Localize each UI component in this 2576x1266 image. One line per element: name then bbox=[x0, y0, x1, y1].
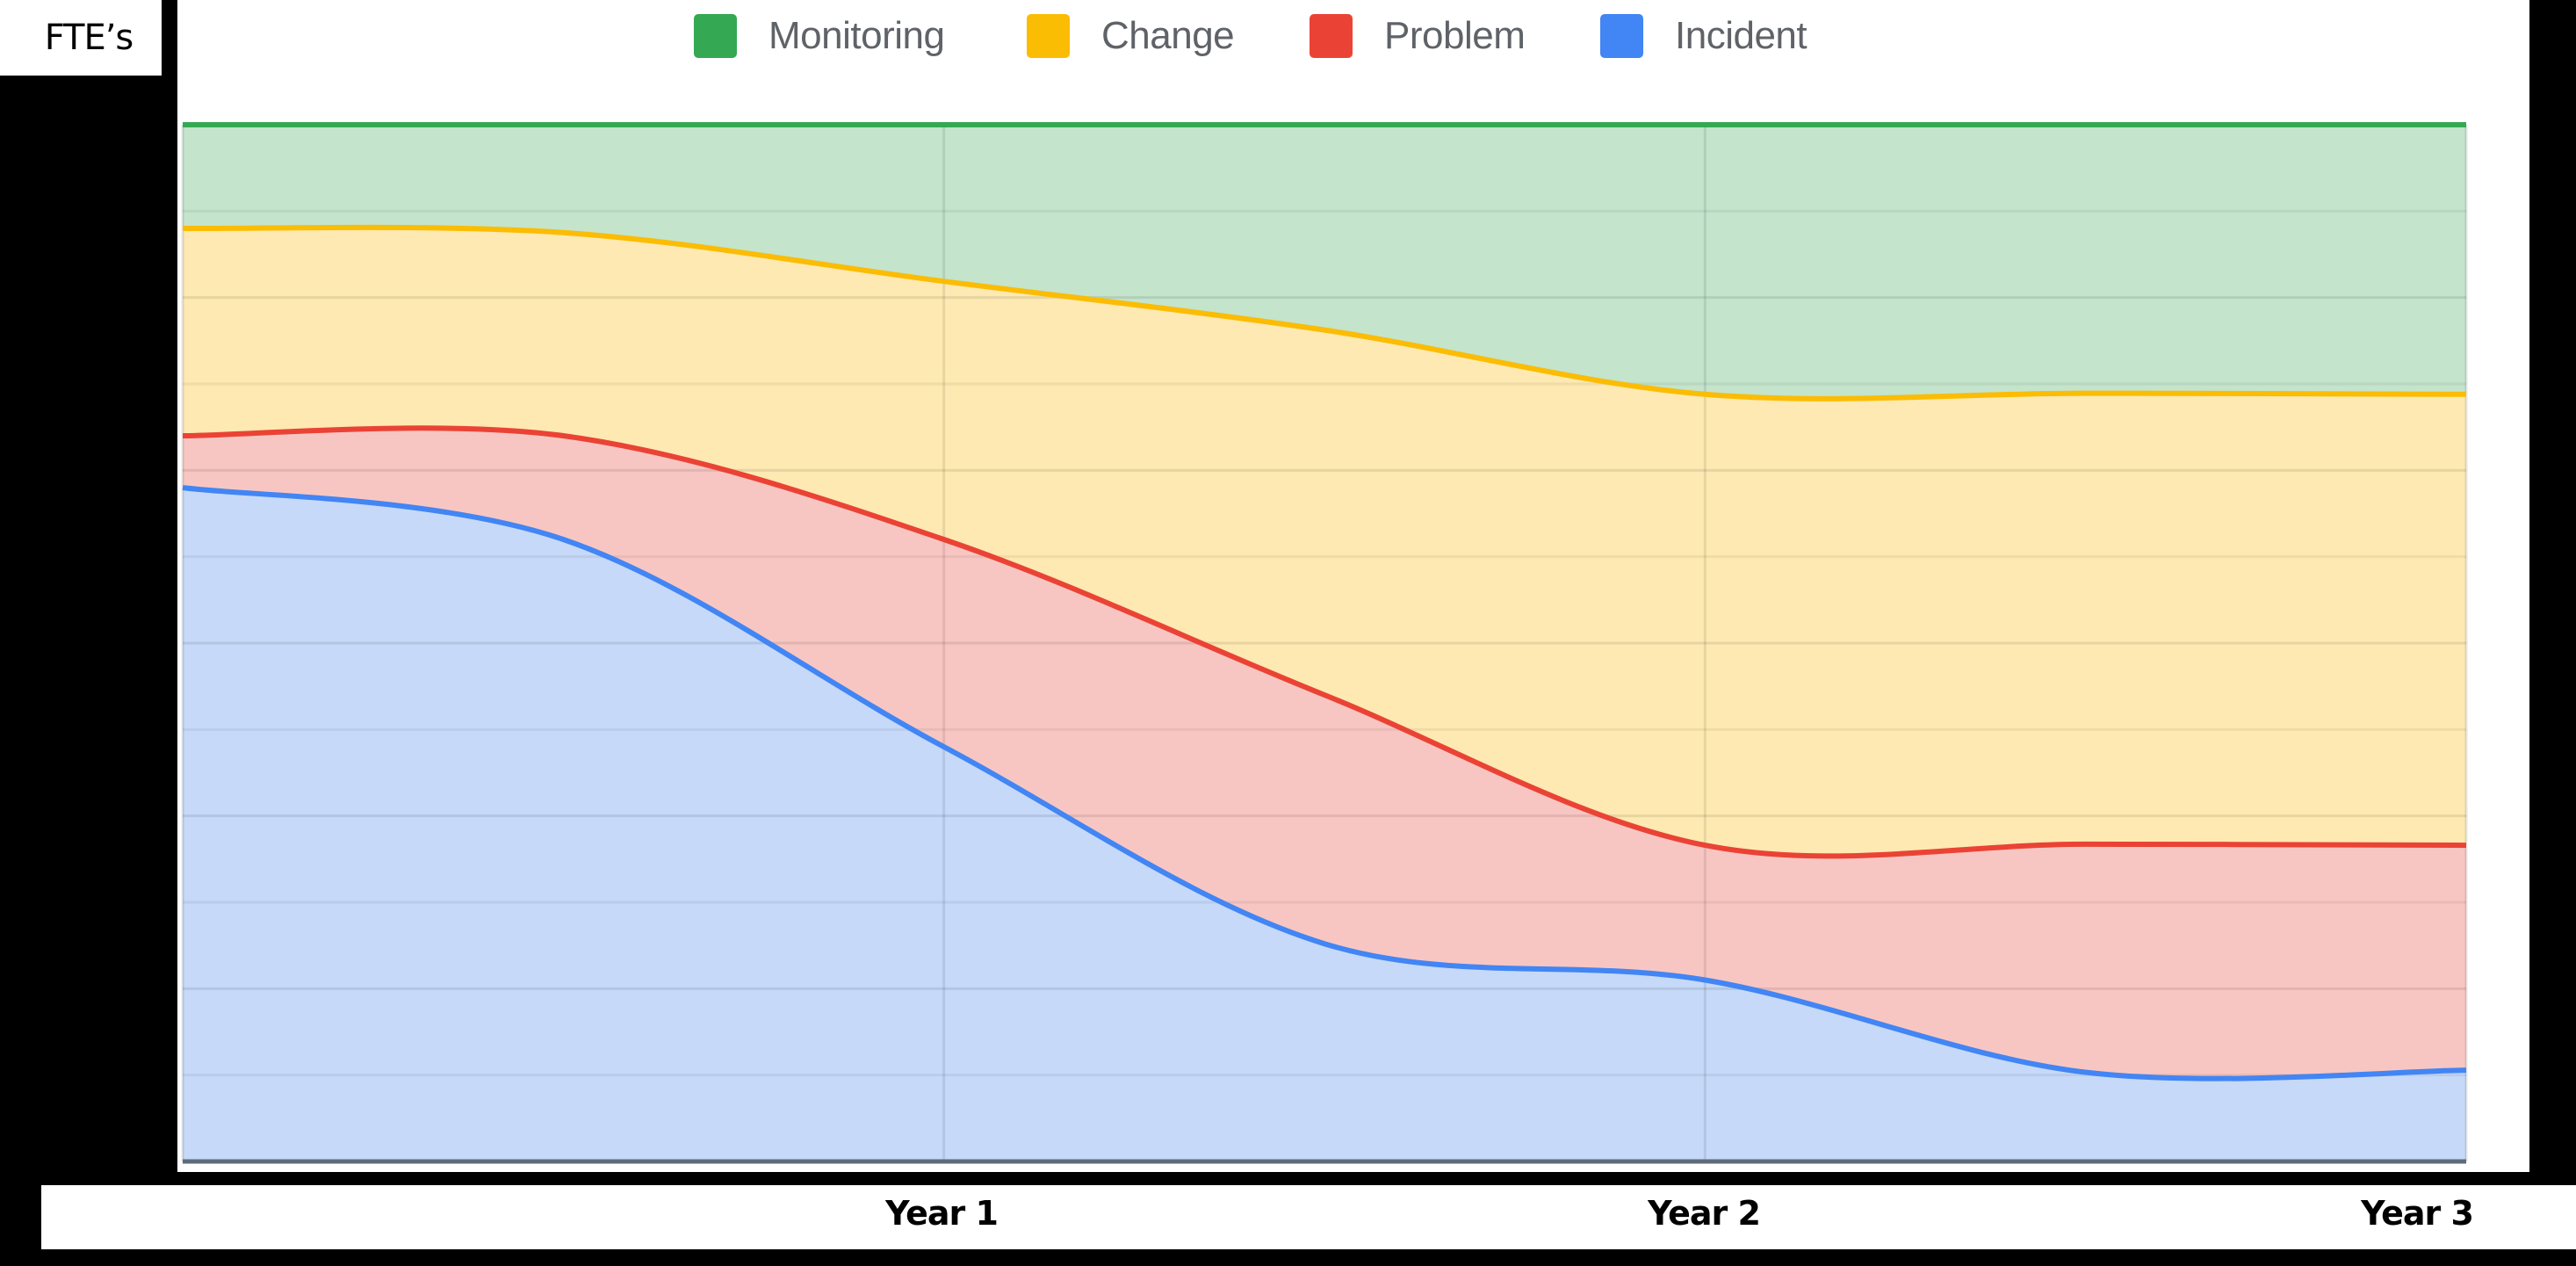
legend-swatch-monitoring-icon bbox=[694, 14, 737, 58]
line-problem bbox=[182, 425, 2467, 859]
legend-label: Change bbox=[1101, 14, 1235, 57]
legend-item-incident[interactable]: Incident bbox=[1600, 14, 1808, 58]
line-incident bbox=[182, 485, 2467, 1082]
x-axis-panel: Year 1 Year 2 Year 3 bbox=[41, 1185, 2576, 1249]
legend-swatch-problem-icon bbox=[1310, 14, 1353, 58]
legend-label: Monitoring bbox=[768, 14, 945, 57]
legend-label: Problem bbox=[1384, 14, 1526, 57]
line-change bbox=[182, 224, 2467, 402]
chart-panel: Monitoring Change Problem Incident bbox=[177, 0, 2529, 1172]
area-incident bbox=[183, 488, 2466, 1161]
legend-item-change[interactable]: Change bbox=[1027, 14, 1235, 58]
stacked-area-plot bbox=[181, 121, 2468, 1164]
legend: Monitoring Change Problem Incident bbox=[177, 0, 2529, 76]
legend-swatch-change-icon bbox=[1027, 14, 1070, 58]
x-tick-year-3: Year 3 bbox=[2361, 1194, 2474, 1233]
gridlines bbox=[181, 125, 2468, 1161]
legend-label: Incident bbox=[1675, 14, 1808, 57]
area-layers bbox=[183, 125, 2466, 1162]
legend-item-problem[interactable]: Problem bbox=[1310, 14, 1526, 58]
legend-swatch-incident-icon bbox=[1600, 14, 1643, 58]
x-tick-year-2: Year 2 bbox=[1648, 1194, 1761, 1233]
legend-item-monitoring[interactable]: Monitoring bbox=[694, 14, 945, 58]
series-lines bbox=[182, 121, 2467, 1082]
y-axis-label-box: FTE’s bbox=[0, 0, 162, 76]
x-tick-year-1: Year 1 bbox=[885, 1194, 999, 1233]
y-axis-label: FTE’s bbox=[44, 18, 134, 58]
